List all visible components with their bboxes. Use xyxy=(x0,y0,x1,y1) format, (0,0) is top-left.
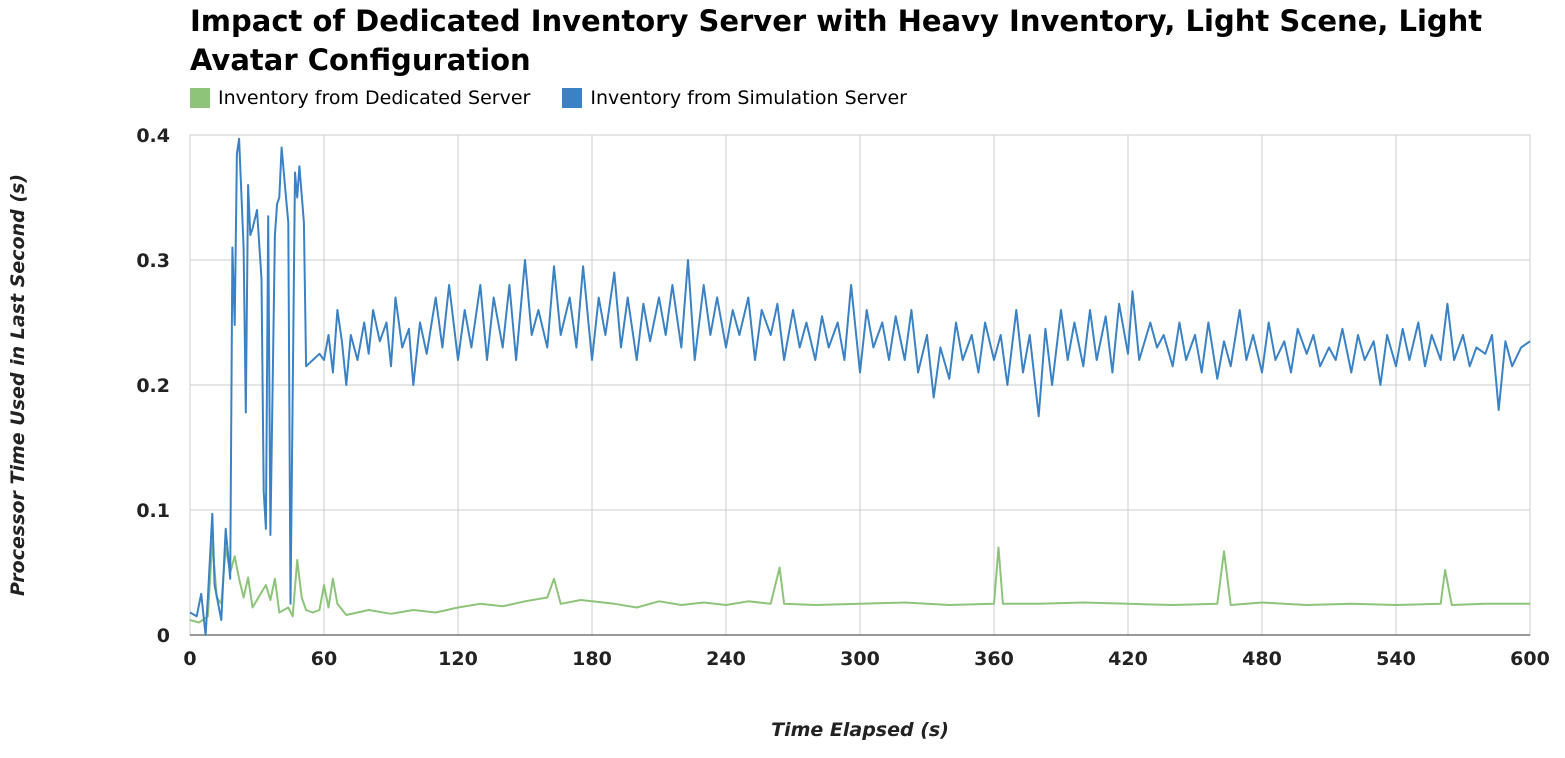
grid-lines xyxy=(189,134,1531,636)
y-axis-title: Processor Time Used in Last Second (s) xyxy=(7,174,29,596)
chart-title: Impact of Dedicated Inventory Server wit… xyxy=(190,4,1483,77)
x-tick-label: 420 xyxy=(1108,648,1148,670)
y-tick-label: 0.4 xyxy=(136,125,170,147)
x-tick-label: 0 xyxy=(183,648,196,670)
chart-legend: Inventory from Dedicated Server Inventor… xyxy=(190,86,939,110)
y-tick-label: 0.3 xyxy=(136,250,170,272)
x-tick-label: 120 xyxy=(438,648,478,670)
legend-item-simulation-server[interactable]: Inventory from Simulation Server xyxy=(562,87,907,109)
series-line-simulation-server xyxy=(189,137,1531,636)
legend-swatch-dedicated-server xyxy=(190,88,210,108)
x-axis-ticks: 0 60 120 180 240 300 360 420 480 540 600 xyxy=(183,648,1549,670)
y-tick-label: 0.1 xyxy=(136,500,170,522)
x-tick-label: 300 xyxy=(840,648,880,670)
y-tick-label: 0.2 xyxy=(136,375,170,397)
x-tick-label: 600 xyxy=(1510,648,1550,670)
legend-label-simulation-server: Inventory from Simulation Server xyxy=(590,87,907,109)
x-tick-label: 240 xyxy=(706,648,746,670)
series-lines xyxy=(189,137,1531,636)
x-tick-label: 360 xyxy=(974,648,1014,670)
y-tick-label: 0 xyxy=(157,625,170,647)
legend-label-dedicated-server: Inventory from Dedicated Server xyxy=(218,87,531,109)
x-axis-title: Time Elapsed (s) xyxy=(771,719,949,741)
x-tick-label: 180 xyxy=(572,648,612,670)
legend-item-dedicated-server[interactable]: Inventory from Dedicated Server xyxy=(190,87,530,109)
legend-swatch-simulation-server xyxy=(562,88,583,108)
x-tick-label: 480 xyxy=(1242,648,1282,670)
x-tick-label: 540 xyxy=(1376,648,1416,670)
series-line-dedicated-server xyxy=(189,540,1530,624)
y-axis-ticks: 0 0.1 0.2 0.3 0.4 xyxy=(136,125,170,647)
x-tick-label: 60 xyxy=(311,648,337,670)
